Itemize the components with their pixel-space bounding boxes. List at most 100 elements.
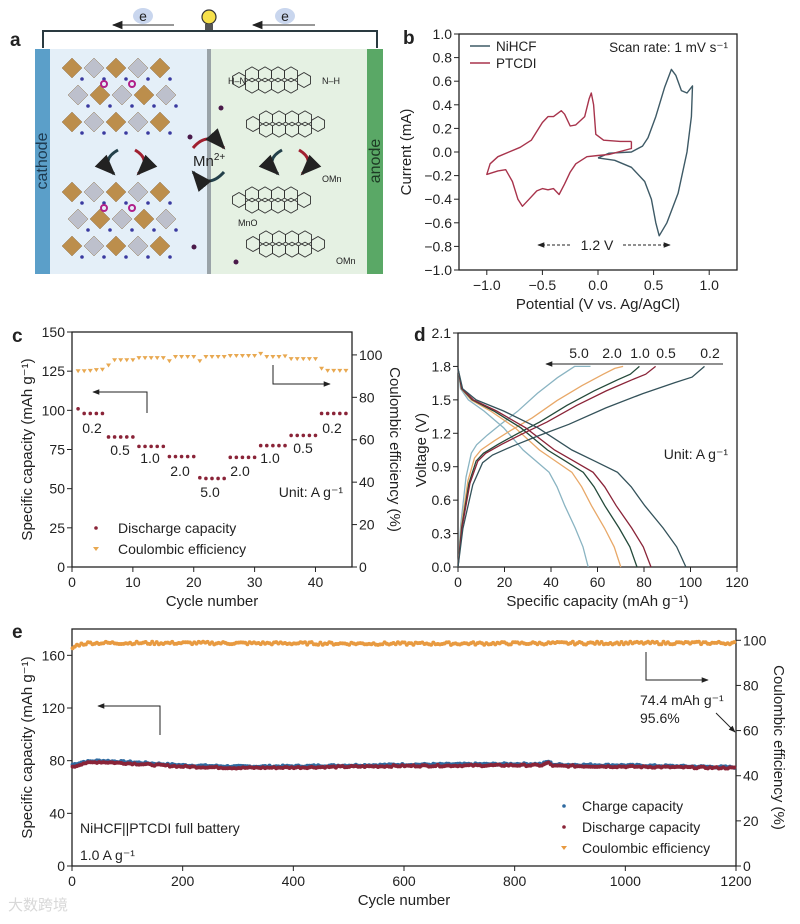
x-axis-label: Potential (V vs. Ag/AgCl) [516,296,680,313]
x-tick-label: 0 [68,574,76,590]
octahedron [83,111,105,133]
rate-annotation: 1.0 A g⁻¹ [80,847,135,863]
rate-label: 0.2 [322,420,342,436]
redox-cycle-arrows-anode [258,148,322,176]
panel-label-c: c [12,326,23,347]
ce-point [99,367,105,372]
atom [146,77,150,81]
unit-annotation: Unit: A g⁻¹ [664,446,729,462]
aromatic-ring [298,110,312,127]
right-axis-arrow [272,365,331,387]
octahedron [61,235,83,257]
electron-label: e [139,8,147,24]
y-tick-label: 125 [42,363,66,379]
x-tick-label: 400 [282,873,306,889]
ce-point [118,358,124,363]
battery-annotation: NiHCF||PTCDI full battery [80,820,240,836]
discharge-point [131,435,135,439]
y-right-tick-label: 100 [359,347,383,363]
rate-label: 0.2 [700,345,720,361]
legend-marker-discharge [94,526,98,530]
y-tick-label: −0.8 [424,238,452,254]
discharge-curve-2.0 [457,368,622,568]
imide-ring [246,115,260,133]
y-right-axis-label: Coulombic efficiency (%) [386,367,403,532]
atom [124,77,128,81]
ptcdi-molecules [232,66,325,258]
y-tick-label: 1.0 [433,26,453,42]
y-tick-label: 0.0 [433,144,453,160]
ce-point [246,353,252,358]
y-right-tick-label: 80 [743,677,759,693]
rate-label: 2.0 [230,463,250,479]
ce-point [93,368,99,373]
y-right-tick-label: 40 [743,768,759,784]
ce-point [209,355,215,360]
y-tick-label: 0.4 [433,97,453,113]
ce-point [270,355,276,360]
y-tick-label: 40 [49,805,65,821]
y-tick-label: 100 [42,402,66,418]
y-axis-label: Current (mA) [398,109,415,196]
x-tick-label: 600 [392,873,416,889]
y-tick-label: 0.6 [432,492,452,508]
octahedron [127,57,149,79]
panel-label-b: b [403,28,415,49]
discharge-point [100,411,105,416]
lightbulb-icon [201,9,217,30]
x-axis-label: Cycle number [166,593,259,610]
y-tick-label: 0.9 [432,459,452,475]
y-tick-label: 120 [42,700,66,716]
y-tick-label: 2.1 [432,325,452,341]
discharge-curve-0.5 [457,368,652,568]
atom [152,228,156,232]
atom [152,104,156,108]
x-tick-label: 20 [186,574,202,590]
rate-label: 2.0 [602,345,622,361]
mn-site [100,80,108,88]
charge-curve-1.0 [457,365,640,568]
left-axis-arrow [97,703,161,735]
discharge-point [143,444,147,449]
left-axis-arrow [92,389,148,413]
anode-electrode [367,49,383,274]
legend-label-ce: Coulombic efficiency [118,541,246,557]
ce-point [264,355,270,360]
aromatic-ring [298,230,312,247]
discharge-point [185,454,190,459]
y-tick-label: 0 [57,559,65,575]
y-right-tick-label: 20 [359,517,375,533]
octahedron [67,84,89,106]
legend-label-charge: Charge capacity [582,798,683,814]
atom [102,77,106,81]
redox-cycle-arrows-cathode [94,148,158,176]
discharge-point [222,476,226,481]
y-tick-label: −0.4 [424,191,452,207]
y-axis-label: Specific capacity (mAh g⁻¹) [19,656,36,838]
y-axis-label: Specific capacity (mAh g⁻¹) [19,358,36,540]
atom [168,255,172,259]
ce-point [294,357,300,362]
discharge-point [271,443,275,448]
rate-label: 1.0 [630,345,650,361]
discharge-point [216,476,220,481]
right-axis-arrow [645,652,709,683]
discharge-point [94,411,99,416]
ce-point [106,363,112,368]
octahedron [127,181,149,203]
panel-b-cv-chart: b NiHCF PTCDI Scan rate: 1 mV s⁻¹ 1.2 V … [398,26,738,313]
charge-curve-2.0 [457,365,624,568]
octahedron [67,208,89,230]
discharge-point [204,476,208,481]
ce-point [306,357,312,362]
x-tick-label: 120 [725,574,749,590]
ce-point [160,356,166,361]
x-tick-label: 80 [636,574,652,590]
y-tick-label: 50 [49,481,65,497]
y-tick-label: 80 [49,753,65,769]
rate-label: 1.0 [140,450,160,466]
legend-label-discharge: Discharge capacity [582,819,700,835]
legend-label-discharge: Discharge capacity [118,520,236,536]
y-tick-label: 0.2 [433,120,453,136]
discharge-point [313,433,318,438]
